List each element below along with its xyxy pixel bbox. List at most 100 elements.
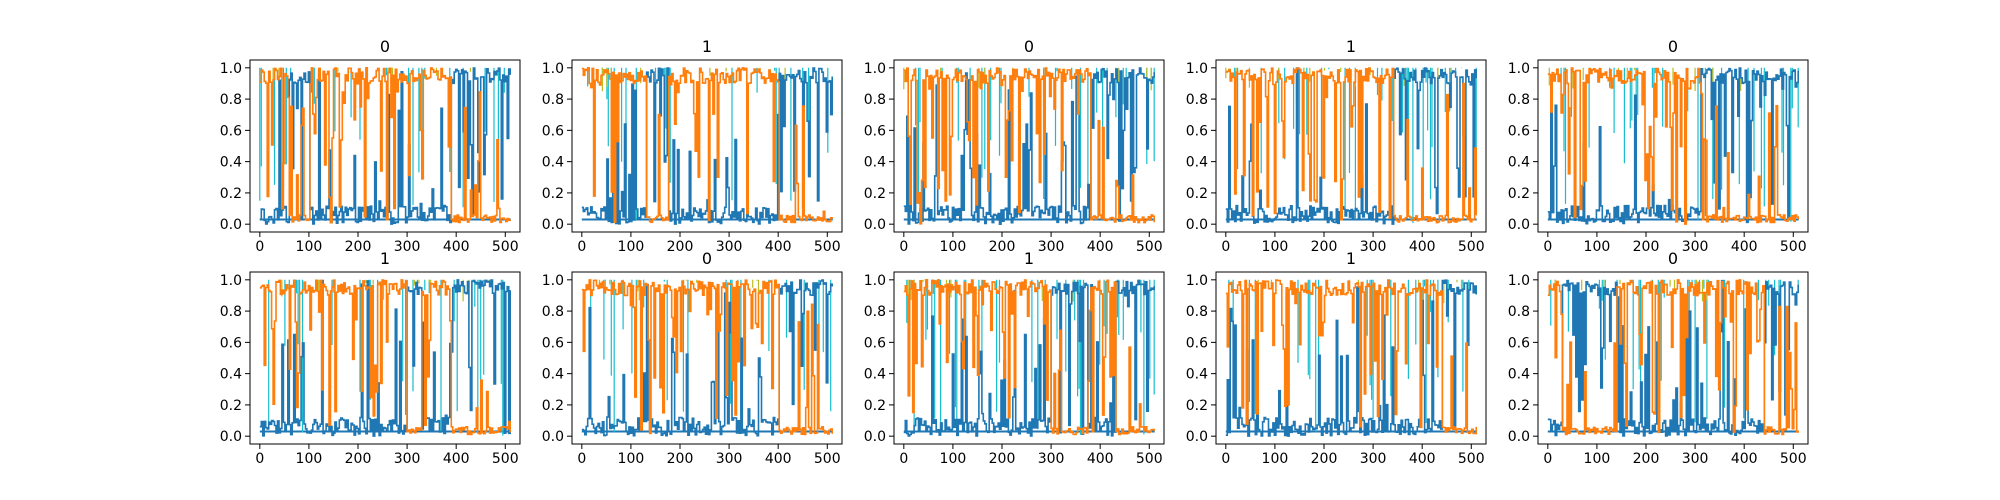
x-tick-label: 100: [940, 239, 967, 255]
x-tick-label: 400: [443, 451, 470, 467]
subplot: 1 0 100 200 300 400 500 0.0 0.2 0.4 0.6 0.8 1.0: [864, 249, 1165, 467]
y-tick-label: 0.0: [1186, 217, 1208, 233]
y-tick-label: 0.4: [864, 155, 886, 171]
y-tick-label: 1.0: [1508, 61, 1530, 77]
plot-area: [1225, 279, 1477, 437]
y-tick-label: 0.4: [864, 367, 886, 383]
x-tick-label: 200: [667, 239, 694, 255]
series-line-cyan: [1234, 67, 1477, 223]
x-tick-label: 300: [394, 239, 421, 255]
y-tick-label: 0.4: [1508, 155, 1530, 171]
y-tick-label: 0.2: [1186, 398, 1208, 414]
y-tick-label: 0.2: [864, 186, 886, 202]
y-tick-label: 0.4: [1508, 367, 1530, 383]
axes-frame: [249, 59, 521, 233]
x-tick-label: 300: [1360, 239, 1387, 255]
y-tick-label: 0.0: [864, 429, 886, 445]
y-tick-label: 0.6: [1186, 335, 1208, 351]
subplot: 0 0 100 200 300 400 500 0.0 0.2 0.4 0.6 0.8 1.0: [864, 37, 1165, 255]
x-tick-label: 300: [716, 451, 743, 467]
x-tick-label: 300: [1360, 451, 1387, 467]
plot-area: [581, 279, 833, 437]
axes-frame: [249, 271, 521, 445]
y-tick-label: 1.0: [1186, 61, 1208, 77]
x-tick-label: 0: [1543, 239, 1552, 255]
series-line-blue: [259, 67, 511, 225]
y-tick-label: 1.0: [542, 61, 564, 77]
plot-area: [1547, 67, 1799, 225]
y-tick-label: 0.2: [1186, 186, 1208, 202]
series-line-blue: [259, 279, 511, 437]
series-line-orange: [903, 279, 1155, 436]
x-tick-label: 500: [814, 451, 841, 467]
plot-area: [903, 67, 1155, 225]
subplot: 0 0 100 200 300 400 500 0.0 0.2 0.4 0.6 0.8 1.0: [1508, 249, 1809, 467]
axes-frame: [1537, 271, 1809, 445]
y-tick-label: 0.0: [542, 429, 564, 445]
x-tick-label: 100: [1584, 451, 1611, 467]
x-tick-label: 400: [1731, 451, 1758, 467]
x-tick-label: 0: [577, 239, 586, 255]
x-tick-label: 0: [1221, 451, 1230, 467]
y-tick-label: 0.6: [542, 123, 564, 139]
x-tick-label: 500: [1458, 451, 1485, 467]
y-tick-label: 0.8: [220, 304, 242, 320]
plot-area: [259, 67, 511, 225]
axes-frame: [1215, 271, 1487, 445]
series-line-blue: [1225, 279, 1477, 437]
series-line-blue: [1225, 67, 1477, 225]
x-tick-label: 100: [296, 239, 323, 255]
y-tick-label: 1.0: [542, 273, 564, 289]
y-tick-label: 0.6: [1508, 123, 1530, 139]
axes-frame: [893, 59, 1165, 233]
series-line-orange: [1547, 279, 1799, 436]
axes-frame: [571, 59, 843, 233]
y-tick-label: 0.0: [220, 429, 242, 445]
series-line-cyan: [906, 279, 1155, 435]
x-tick-label: 400: [1731, 239, 1758, 255]
y-tick-label: 0.2: [1508, 398, 1530, 414]
y-tick-label: 0.6: [220, 335, 242, 351]
y-tick-label: 0.4: [542, 367, 564, 383]
subplot: 1 0 100 200 300 400 500 0.0 0.2 0.4 0.6 0.8 1.0: [1186, 37, 1487, 255]
x-tick-label: 200: [989, 239, 1016, 255]
series-line-blue: [581, 279, 833, 437]
series-line-orange: [1225, 279, 1477, 435]
y-tick-label: 0.2: [220, 398, 242, 414]
y-tick-label: 0.0: [864, 217, 886, 233]
series-line-orange: [581, 67, 833, 224]
x-tick-label: 200: [345, 451, 372, 467]
axes-frame: [571, 271, 843, 445]
y-tick-label: 0.8: [1186, 304, 1208, 320]
y-tick-label: 1.0: [864, 273, 886, 289]
y-tick-label: 0.4: [220, 367, 242, 383]
x-tick-label: 200: [345, 239, 372, 255]
plot-area: [259, 279, 511, 437]
y-tick-label: 0.4: [220, 155, 242, 171]
series-line-orange: [1547, 67, 1799, 225]
x-tick-label: 100: [618, 451, 645, 467]
x-tick-label: 0: [899, 239, 908, 255]
x-tick-label: 300: [1038, 451, 1065, 467]
subplot-title: 0: [1668, 37, 1678, 56]
x-tick-label: 100: [1262, 451, 1289, 467]
x-tick-label: 200: [1311, 451, 1338, 467]
y-tick-label: 0.8: [542, 304, 564, 320]
y-tick-label: 0.8: [864, 304, 886, 320]
x-tick-label: 0: [577, 451, 586, 467]
subplot: 1 0 100 200 300 400 500 0.0 0.2 0.4 0.6 0.8 1.0: [1186, 249, 1487, 467]
x-tick-label: 400: [765, 451, 792, 467]
y-tick-label: 0.2: [1508, 186, 1530, 202]
x-tick-label: 0: [255, 451, 264, 467]
subplot-title: 1: [1346, 249, 1356, 268]
x-tick-label: 300: [1682, 239, 1709, 255]
y-tick-label: 0.2: [542, 398, 564, 414]
x-tick-label: 0: [255, 239, 264, 255]
x-tick-label: 100: [618, 239, 645, 255]
y-tick-label: 0.0: [1508, 429, 1530, 445]
x-tick-label: 400: [1409, 239, 1436, 255]
x-tick-label: 300: [716, 239, 743, 255]
subplot: 0 0 100 200 300 400 500 0.0 0.2 0.4 0.6 0.8 1.0: [542, 249, 843, 467]
plot-area: [1225, 67, 1477, 225]
